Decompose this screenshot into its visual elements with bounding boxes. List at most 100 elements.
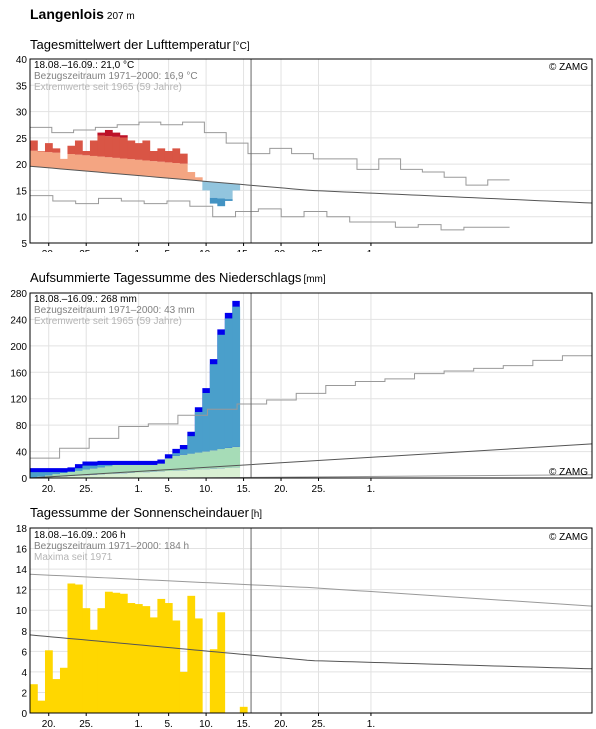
sunshine-bar <box>239 706 248 713</box>
zamg-brand: © ZAMG <box>549 532 588 543</box>
temperature-bar <box>172 148 181 179</box>
temperature-bar <box>134 143 143 176</box>
x-tick-label: 25. <box>312 484 326 495</box>
extreme-min-line <box>179 474 593 479</box>
precipitation-bar <box>52 472 61 478</box>
x-tick-label: 25. <box>79 249 93 252</box>
sunshine-bar <box>89 629 98 713</box>
y-tick-label: 25 <box>16 134 28 145</box>
x-tick-label: 20. <box>274 484 288 495</box>
x-tick-label: 20. <box>274 719 288 729</box>
y-tick-label: 14 <box>16 565 28 576</box>
temperature-bar <box>224 183 233 201</box>
y-tick-label: 10 <box>16 213 28 224</box>
precipitation-bar <box>179 449 188 478</box>
y-tick-label: 240 <box>10 315 27 326</box>
x-tick-label: 5. <box>164 719 172 729</box>
sunshine-bar <box>217 612 226 713</box>
plot-frame <box>29 527 593 714</box>
temperature-bar <box>52 148 61 169</box>
sunshine-bar <box>172 620 181 713</box>
station-name: Langenlois <box>30 6 104 22</box>
precipitation-bar <box>67 471 76 478</box>
sunshine-chart: 0 2 4 6 8 10 12 14 16 18 20. 25. 1. 5. 10. 15. 20. 25. 1. 1… <box>16 524 593 729</box>
station-elevation: 207 m <box>106 11 135 22</box>
y-tick-label: 6 <box>21 647 27 658</box>
y-tick-label: 80 <box>16 421 28 432</box>
sunshine-bar <box>59 667 68 713</box>
precipitation-bar <box>232 306 241 478</box>
precipitation-bar <box>59 472 68 478</box>
temperature-bar <box>202 181 211 191</box>
chart-annotation: 18.08.–16.09.: 21,0 °C <box>34 60 134 71</box>
y-tick-label: 280 <box>10 289 27 300</box>
extreme-max-line <box>30 355 592 459</box>
x-tick-label: 10. <box>199 249 213 252</box>
temperature-bar <box>232 183 241 191</box>
precipitation-bar <box>104 464 113 478</box>
x-tick-label: 25. <box>312 249 326 252</box>
x-tick-label: 20. <box>42 249 56 252</box>
precipitation-bar <box>149 464 158 478</box>
x-tick-label: 1. <box>367 249 375 252</box>
sunshine-bar <box>127 603 136 713</box>
sunshine-bar <box>142 606 151 713</box>
precipitation-bar <box>164 458 173 478</box>
y-tick-label: 40 <box>16 448 28 459</box>
chart-annotation: Extremwerte seit 1965 (59 Jahre) <box>34 82 182 93</box>
y-tick-label: 20 <box>16 160 28 171</box>
sunshine-bar <box>179 671 188 713</box>
precipitation-bar <box>157 463 166 478</box>
x-tick-label: 10. <box>199 484 213 495</box>
precipitation-bar <box>209 364 218 478</box>
sunshine-bar <box>194 618 203 713</box>
temperature-bar <box>179 153 188 180</box>
temperature-bar <box>149 151 158 177</box>
sunshine-title-text: Tagessumme der Sonnenscheindauer <box>30 505 249 520</box>
sunshine-bar <box>157 598 166 713</box>
precipitation-bar <box>134 464 143 478</box>
y-tick-label: 5 <box>21 239 27 250</box>
sunshine-bar <box>82 608 91 713</box>
extreme-min-line <box>30 195 510 231</box>
x-tick-label: 25. <box>79 719 93 729</box>
y-tick-label: 8 <box>21 627 27 638</box>
sunshine-bar <box>149 617 158 713</box>
precipitation-bar <box>142 464 151 478</box>
precipitation-bar <box>89 465 98 478</box>
sunshine-bar <box>104 591 113 713</box>
y-tick-label: 4 <box>21 668 27 679</box>
sunshine-bar <box>74 584 83 713</box>
station-header: Langenlois 207 m <box>30 6 135 22</box>
temperature-unit: [°C] <box>232 41 250 52</box>
sunshine-bar <box>134 604 143 713</box>
temperature-bar <box>112 132 121 174</box>
precipitation-bar <box>119 464 128 478</box>
temperature-bar <box>119 135 128 175</box>
temperature-bar <box>89 140 98 172</box>
maxima-line <box>29 573 593 607</box>
temperature-bar <box>127 140 136 175</box>
y-tick-label: 35 <box>16 81 28 92</box>
chart-annotation: 18.08.–16.09.: 268 mm <box>34 294 137 305</box>
y-tick-label: 2 <box>21 688 27 699</box>
x-tick-label: 5. <box>164 249 172 252</box>
x-tick-label: 1. <box>134 249 142 252</box>
precipitation-area <box>30 300 240 478</box>
temperature-bar <box>82 151 91 172</box>
sunshine-bar <box>67 583 76 713</box>
precipitation-bar <box>82 465 91 478</box>
temperature-bar <box>217 182 226 207</box>
reference-line <box>29 634 593 670</box>
y-tick-label: 200 <box>10 342 27 353</box>
precipitation-chart: 0 40 80 120 160 200 240 280 20. 25. 1. 5. 10. 15. 20. 2… <box>10 289 593 495</box>
chart-annotation: 18.08.–16.09.: 206 h <box>34 530 126 541</box>
x-tick-label: 1. <box>134 484 142 495</box>
precipitation-bar <box>97 464 106 478</box>
x-tick-label: 15. <box>237 484 251 495</box>
temperature-bar <box>74 140 83 171</box>
y-tick-label: 0 <box>21 474 27 485</box>
temperature-bar <box>44 143 53 168</box>
temperature-bar <box>104 129 113 174</box>
x-tick-label: 20. <box>274 249 288 252</box>
